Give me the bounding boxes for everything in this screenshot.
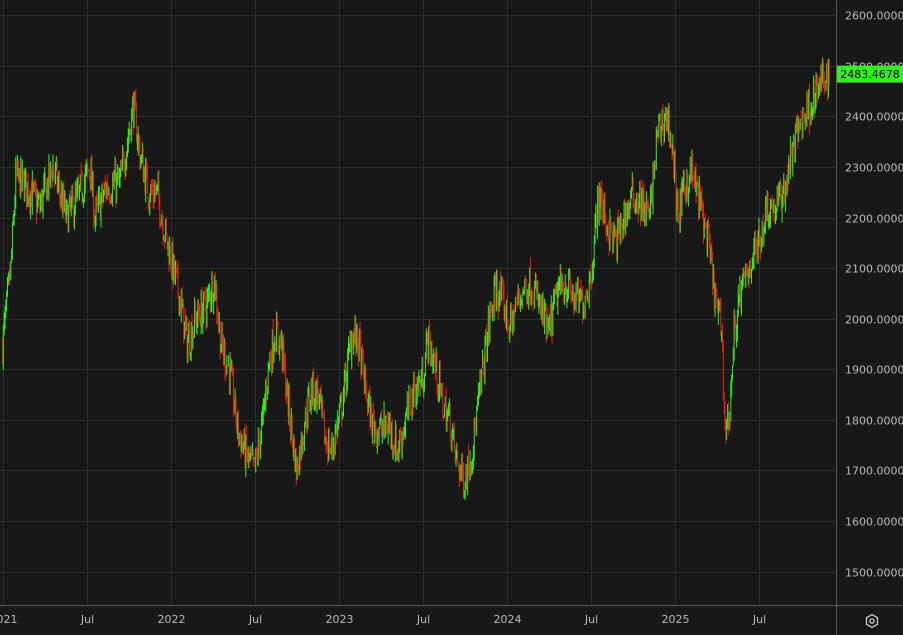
ohlc-bars [2,57,830,501]
x-tick-label: 2023 [326,613,354,626]
y-tick-label: 1800.0000 [845,415,903,428]
x-tick-label: Jul [752,613,766,626]
y-tick-label: 2400.0000 [845,111,903,124]
x-tick-label: 2024 [494,613,522,626]
x-tick-label: Jul [416,613,430,626]
y-tick-label: 2200.0000 [845,213,903,226]
x-tick-label: 2022 [158,613,186,626]
x-tick-label: Jul [248,613,262,626]
x-tick-label: 2025 [662,613,690,626]
y-tick-label: 2000.0000 [845,314,903,327]
y-tick-label: 2100.0000 [845,263,903,276]
x-tick-label: Jul [584,613,598,626]
y-tick-label: 1500.0000 [845,567,903,580]
x-axis-tick-labels: 2021 Jul 2022 Jul 2023 Jul 2024 Jul 2025 Jul [0,613,766,626]
y-tick-label: 2300.0000 [845,162,903,175]
last-price-label: 2483.4678 [840,68,900,81]
settings-icon[interactable] [862,611,882,631]
y-tick-label: 1600.0000 [845,516,903,529]
settings-icon-graphic [865,613,879,629]
y-tick-label: 1700.0000 [845,465,903,478]
grid-lines [0,0,836,605]
last-price-tag: 2483.4678 [837,65,903,83]
last-price-tag-background [837,65,903,83]
y-tick-label: 1900.0000 [845,364,903,377]
x-tick-label: Jul [80,613,94,626]
y-tick-label: 2600.0000 [845,10,903,23]
x-tick-label: 2021 [0,613,18,626]
